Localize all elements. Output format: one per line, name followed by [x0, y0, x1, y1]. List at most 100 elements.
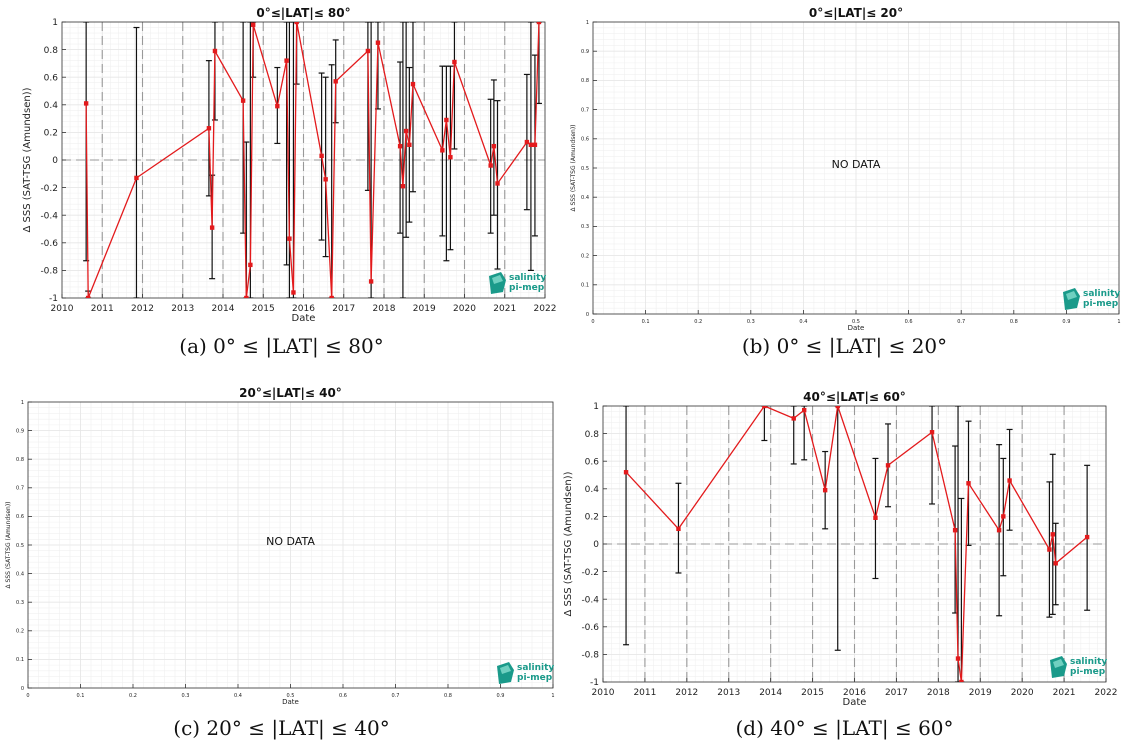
x-tick-label: 0.1: [642, 319, 650, 325]
logo-mark: [1050, 656, 1067, 678]
data-point: [873, 515, 878, 520]
data-point: [959, 679, 964, 682]
y-tick-label: 0.9: [16, 428, 24, 434]
x-tick-label: 0.4: [799, 319, 807, 325]
y-tick-label: -0.6: [581, 623, 599, 633]
y-tick-label: 1: [52, 18, 58, 28]
x-tick-label: 0.8: [1010, 319, 1018, 325]
data-point: [444, 117, 449, 123]
data-point: [762, 406, 767, 409]
data-point: [822, 487, 828, 493]
y-tick-label: -0.2: [581, 568, 599, 578]
x-tick-label: 2018: [927, 688, 950, 698]
x-tick-label: 0.9: [1062, 319, 1070, 325]
y-tick-label: -1: [49, 294, 58, 304]
y-tick-label: 0.1: [581, 283, 589, 289]
data-point: [410, 81, 416, 87]
data-point: [83, 101, 89, 106]
logo-text-line2: pi-mep: [517, 673, 553, 683]
data-point: [528, 142, 534, 148]
logo-mark-highlight: [1066, 291, 1077, 300]
data-point: [248, 262, 253, 268]
y-tick-label: 1: [21, 400, 24, 406]
x-tick-label: 2021: [1053, 688, 1076, 698]
logo-mark-highlight: [1053, 659, 1064, 668]
data-point: [212, 48, 218, 54]
x-tick-label: 2016: [292, 304, 315, 314]
x-tick-label: 2018: [373, 304, 396, 314]
x-tick-label: 2015: [252, 304, 275, 314]
logo-mark-highlight: [500, 665, 511, 674]
logo-text-line2: pi-mep: [1070, 667, 1106, 677]
x-tick-label: 2012: [675, 688, 698, 698]
x-tick-label: 2013: [171, 304, 194, 314]
data-point: [536, 22, 542, 25]
y-tick-label: 0: [593, 540, 599, 550]
x-tick-label: 0: [26, 693, 29, 699]
chart-title: 20°≤|LAT|≤ 40°: [239, 386, 342, 400]
x-tick-label: 0.2: [694, 319, 702, 325]
x-tick-label: 2013: [717, 688, 740, 698]
panel-c: 0 0.1 0.2 0.3 0.4 0.5 0.6 0.7 0.8 0.9 1 0 0.1 0.2 0.3 0…: [0, 378, 563, 753]
y-tick-label: 0.6: [16, 514, 24, 520]
logo-text-line1: salinity: [509, 273, 546, 283]
data-point: [491, 144, 497, 149]
data-point: [397, 144, 403, 149]
x-tick-label: 2011: [633, 688, 656, 698]
x-tick-label: 0.6: [339, 693, 347, 699]
x-tick-label: 2022: [1095, 688, 1118, 698]
y-tick-label: -0.6: [40, 239, 58, 249]
data-point: [240, 98, 246, 103]
data-point: [323, 177, 328, 182]
caption-d: (d) 40° ≤ |LAT| ≤ 60°: [735, 716, 954, 740]
x-tick-label: 0.2: [129, 693, 137, 699]
x-tick-label: 0.5: [852, 319, 860, 325]
y-tick-label: -0.8: [581, 651, 599, 661]
caption-b: (b) 0° ≤ |LAT| ≤ 20°: [741, 334, 948, 358]
x-tick-label: 0.6: [905, 319, 913, 325]
data-point: [209, 225, 215, 230]
data-point: [885, 463, 891, 468]
y-tick-label: 0.7: [581, 107, 589, 113]
y-tick-label: -0.2: [40, 184, 58, 194]
logo-text-line2: pi-mep: [509, 283, 545, 293]
y-axis-label: Δ SSS (SAT-TSG (Amundsen)): [22, 87, 33, 232]
y-tick-label: 0.2: [16, 629, 24, 635]
y-tick-label: 0.5: [16, 543, 24, 549]
x-tick-label: 0.4: [234, 693, 242, 699]
y-tick-label: 0.4: [16, 571, 24, 577]
logo-mark: [497, 662, 514, 684]
x-tick-label: 2014: [212, 304, 235, 314]
data-point: [368, 279, 374, 284]
y-tick-label: 0.8: [585, 430, 600, 440]
x-tick-label: 0.8: [444, 693, 452, 699]
data-point: [835, 406, 840, 409]
data-point: [524, 139, 530, 145]
data-point: [452, 59, 457, 65]
data-point: [400, 184, 406, 189]
x-tick-label: 2014: [759, 688, 782, 698]
y-tick-label: 1: [586, 20, 589, 26]
series-line: [85, 22, 540, 298]
data-point: [365, 48, 371, 54]
y-axis-label: Δ SSS (SAT-TSG (Amundsen)): [570, 124, 577, 211]
data-point: [206, 126, 212, 131]
x-tick-label: 2010: [51, 304, 74, 314]
no-data-label: NO DATA: [832, 158, 881, 171]
logo-mark-highlight: [492, 275, 503, 284]
y-tick-label: 0.8: [16, 457, 24, 463]
y-tick-label: 0.6: [44, 73, 59, 83]
x-tick-label: 2017: [885, 688, 908, 698]
caption-a: (a) 0° ≤ |LAT| ≤ 80°: [179, 334, 384, 358]
x-tick-label: 2020: [1011, 688, 1034, 698]
data-point: [802, 407, 807, 413]
y-tick-label: 0.2: [581, 253, 589, 259]
y-tick-label: 0: [52, 156, 58, 166]
x-tick-label: 0.3: [747, 319, 755, 325]
y-tick-label: 0.4: [581, 195, 589, 201]
x-tick-label: 2012: [131, 304, 154, 314]
panel-b: 0 0.1 0.2 0.3 0.4 0.5 0.6 0.7 0.8 0.9 1 0 0.1 0.2 0.3 0…: [563, 0, 1126, 370]
data-layer: [623, 406, 1091, 682]
data-point: [275, 103, 280, 109]
